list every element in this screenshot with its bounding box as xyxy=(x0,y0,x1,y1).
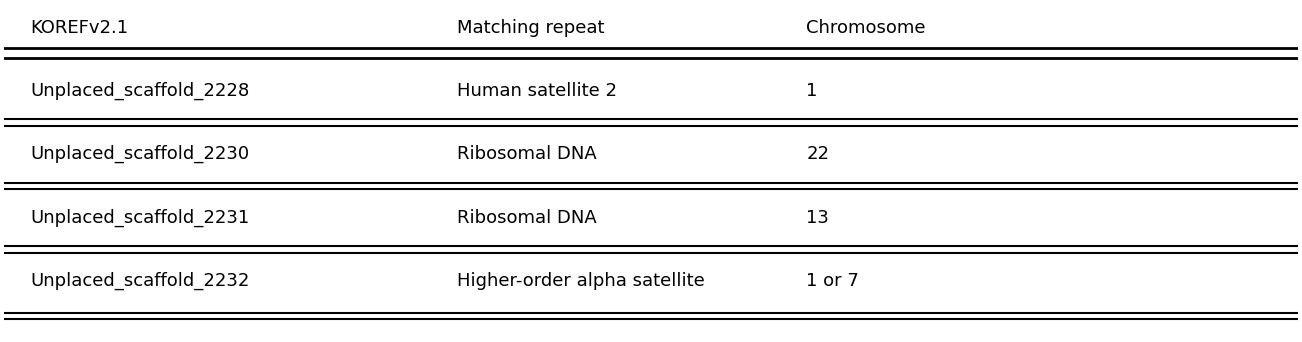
Text: Ribosomal DNA: Ribosomal DNA xyxy=(457,209,596,227)
Text: Matching repeat: Matching repeat xyxy=(457,18,604,37)
Text: KOREFv2.1: KOREFv2.1 xyxy=(30,18,128,37)
Text: Unplaced_scaffold_2228: Unplaced_scaffold_2228 xyxy=(30,82,249,100)
Text: Human satellite 2: Human satellite 2 xyxy=(457,82,617,100)
Text: Ribosomal DNA: Ribosomal DNA xyxy=(457,145,596,163)
Text: Unplaced_scaffold_2231: Unplaced_scaffold_2231 xyxy=(30,209,249,227)
Text: Chromosome: Chromosome xyxy=(806,18,926,37)
Text: 22: 22 xyxy=(806,145,829,163)
Text: Unplaced_scaffold_2232: Unplaced_scaffold_2232 xyxy=(30,272,250,290)
Text: 1: 1 xyxy=(806,82,818,100)
Text: 1 or 7: 1 or 7 xyxy=(806,272,859,290)
Text: Higher-order alpha satellite: Higher-order alpha satellite xyxy=(457,272,704,290)
Text: 13: 13 xyxy=(806,209,829,227)
Text: Unplaced_scaffold_2230: Unplaced_scaffold_2230 xyxy=(30,145,249,163)
